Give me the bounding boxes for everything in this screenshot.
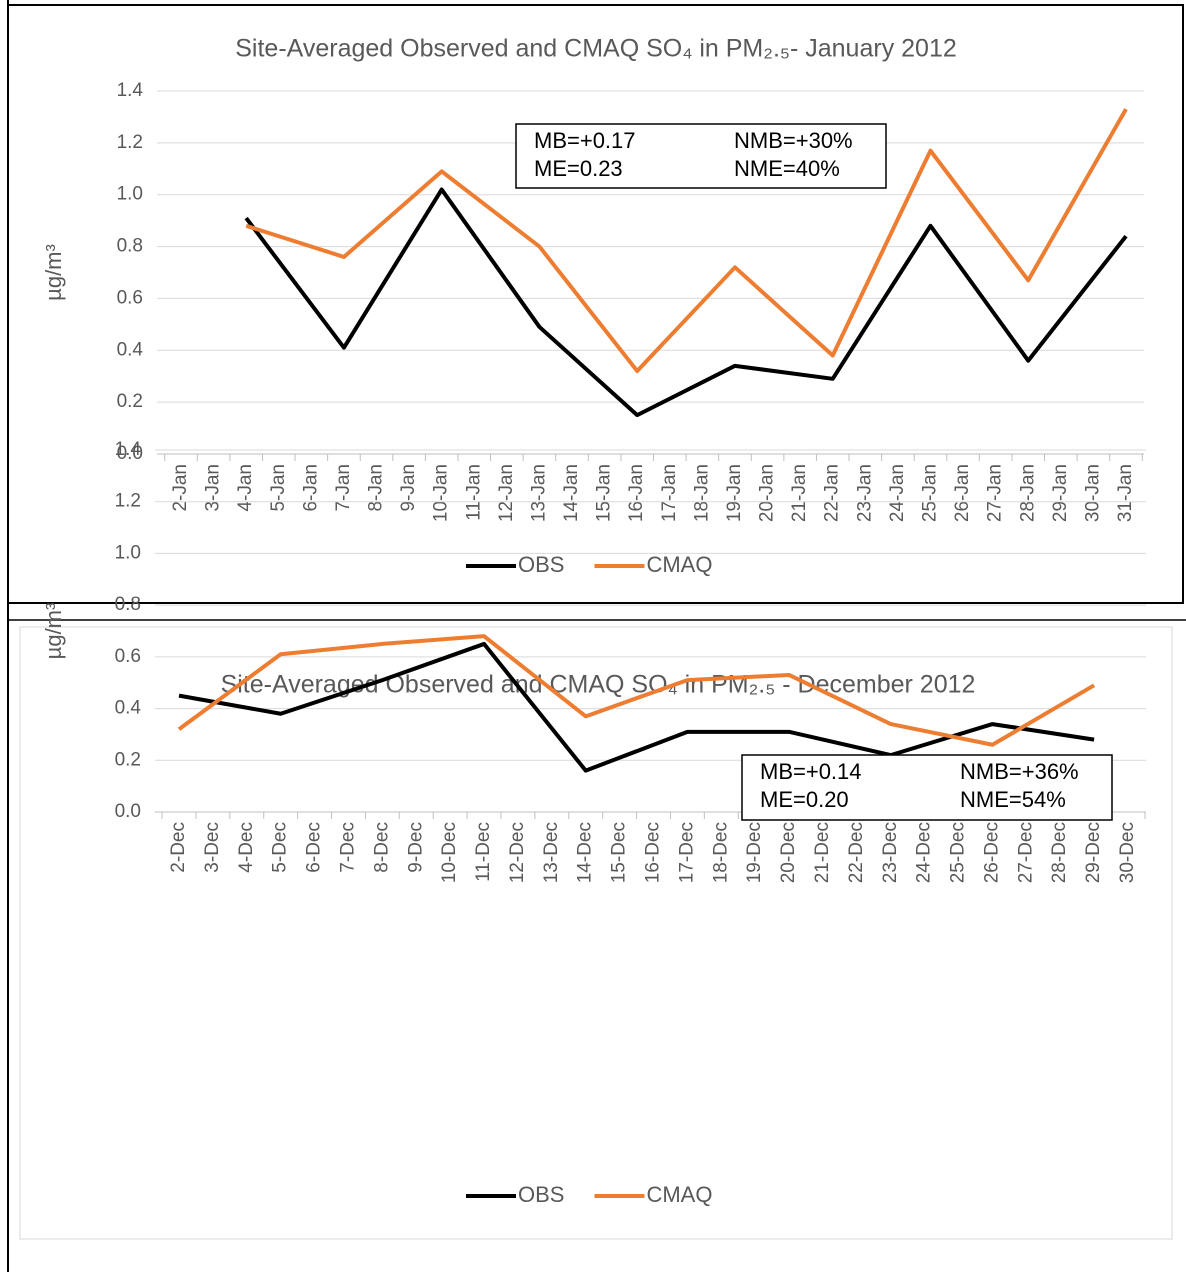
x-tick-label: 22-Jan <box>822 464 843 522</box>
x-tick-label: 24-Dec <box>914 822 935 883</box>
x-tick-label: 8-Dec <box>371 822 392 873</box>
x-tick-label: 15-Jan <box>594 464 615 522</box>
x-tick-label: 28-Dec <box>1049 822 1070 883</box>
chart-area-border <box>19 626 1173 1240</box>
y-tick-label: 0.0 <box>115 801 141 822</box>
x-tick-label: 16-Dec <box>643 822 664 883</box>
line-series <box>178 641 1095 773</box>
x-tick-label: 11-Jan <box>463 464 484 521</box>
x-tick-label: 23-Jan <box>854 464 875 522</box>
x-tick-label: 7-Dec <box>337 822 358 873</box>
x-tick-label: 21-Dec <box>812 822 833 883</box>
x-tick-label: 28-Jan <box>1017 464 1038 522</box>
x-tick-label: 21-Jan <box>789 464 810 522</box>
x-tick-label: 4-Jan <box>235 464 256 512</box>
x-tick-label: 6-Dec <box>304 822 325 873</box>
line-series <box>177 634 1096 747</box>
y-tick-label: 0.4 <box>115 698 142 719</box>
y-tick-label: 0.8 <box>115 594 141 615</box>
x-tick-label: 15-Dec <box>609 822 630 883</box>
x-tick-label: 20-Jan <box>757 464 778 522</box>
y-axis-label: µg/m³ <box>41 244 66 301</box>
y-tick-label: 1.2 <box>117 132 143 153</box>
x-tick-label: 14-Dec <box>575 822 596 883</box>
x-tick-label: 18-Jan <box>691 464 712 522</box>
x-tick-label: 14-Jan <box>561 464 582 522</box>
x-tick-label: 25-Jan <box>919 464 940 522</box>
x-tick-label: 27-Jan <box>985 464 1006 522</box>
annotation: MB=+0.14 <box>760 759 862 784</box>
annotation: MB=+0.17 <box>534 128 636 153</box>
y-tick-label: 0.6 <box>117 287 143 308</box>
x-tick-label: 25-Dec <box>948 822 969 883</box>
x-tick-label: 5-Dec <box>270 822 291 873</box>
y-tick-label: 0.6 <box>115 646 141 667</box>
x-tick-label: 12-Dec <box>507 822 528 883</box>
legend-label: CMAQ <box>646 1182 712 1207</box>
x-tick-label: 19-Jan <box>724 464 745 522</box>
chart-title: Site-Averaged Observed and CMAQ SO₄ in P… <box>235 35 957 63</box>
annotation: NME=54% <box>960 787 1066 812</box>
y-tick-label: 0.0 <box>117 443 143 464</box>
y-tick-label: 0.8 <box>117 236 143 257</box>
x-tick-label: 30-Jan <box>1082 464 1103 522</box>
annotation: NMB=+36% <box>960 759 1079 784</box>
legend-label: CMAQ <box>646 552 712 577</box>
x-tick-label: 24-Jan <box>887 464 908 522</box>
y-tick-label: 1.0 <box>117 184 143 205</box>
annotation: ME=0.20 <box>760 787 849 812</box>
y-tick-label: 1.4 <box>115 439 142 460</box>
x-tick-label: 30-Dec <box>1117 822 1138 883</box>
annotation-box <box>741 754 1113 821</box>
x-tick-label: 4-Dec <box>236 822 257 873</box>
y-tick-label: 1.4 <box>117 80 144 101</box>
y-tick-label: 1.2 <box>115 491 141 512</box>
x-tick-label: 29-Jan <box>1050 464 1071 522</box>
x-tick-label: 18-Dec <box>710 822 731 883</box>
x-tick-label: 9-Jan <box>398 464 419 512</box>
y-tick-label: 0.4 <box>117 339 144 360</box>
x-tick-label: 3-Jan <box>203 464 224 512</box>
x-tick-label: 8-Jan <box>366 464 387 512</box>
x-tick-label: 5-Jan <box>268 464 289 512</box>
x-tick-label: 11-Dec <box>473 822 494 882</box>
x-tick-label: 23-Dec <box>880 822 901 883</box>
frame-top <box>7 4 1184 604</box>
x-tick-label: 26-Dec <box>981 822 1002 883</box>
x-tick-label: 19-Dec <box>744 822 765 883</box>
line-series <box>245 108 1128 374</box>
annotation: NME=40% <box>734 156 840 181</box>
annotation: ME=0.23 <box>534 156 623 181</box>
annotation-box <box>515 123 887 189</box>
legend-label: OBS <box>518 552 564 577</box>
x-tick-label: 3-Dec <box>202 822 223 873</box>
y-tick-label: 1.0 <box>115 542 141 563</box>
x-tick-label: 13-Dec <box>541 822 562 883</box>
x-tick-label: 16-Jan <box>626 464 647 522</box>
annotation: NMB=+30% <box>734 128 853 153</box>
line-series <box>244 187 1128 418</box>
x-tick-label: 29-Dec <box>1083 822 1104 883</box>
x-tick-label: 9-Dec <box>405 822 426 873</box>
x-tick-label: 26-Jan <box>952 464 973 522</box>
x-tick-label: 12-Jan <box>496 464 517 522</box>
x-tick-label: 10-Dec <box>439 822 460 883</box>
x-tick-label: 10-Jan <box>431 464 452 522</box>
legend-label: OBS <box>518 1182 564 1207</box>
x-tick-label: 2-Jan <box>170 464 191 512</box>
y-tick-label: 0.2 <box>117 391 143 412</box>
x-tick-label: 6-Jan <box>300 464 321 512</box>
x-tick-label: 31-Jan <box>1115 464 1136 522</box>
x-tick-label: 13-Jan <box>528 464 549 522</box>
x-tick-label: 7-Jan <box>333 464 354 512</box>
x-tick-label: 2-Dec <box>168 822 189 873</box>
x-tick-label: 17-Dec <box>676 822 697 883</box>
x-tick-label: 17-Jan <box>659 464 680 522</box>
x-tick-label: 27-Dec <box>1015 822 1036 883</box>
x-tick-label: 22-Dec <box>846 822 867 883</box>
y-tick-label: 0.2 <box>115 749 141 770</box>
x-tick-label: 20-Dec <box>778 822 799 883</box>
y-axis-label: µg/m³ <box>41 603 66 660</box>
